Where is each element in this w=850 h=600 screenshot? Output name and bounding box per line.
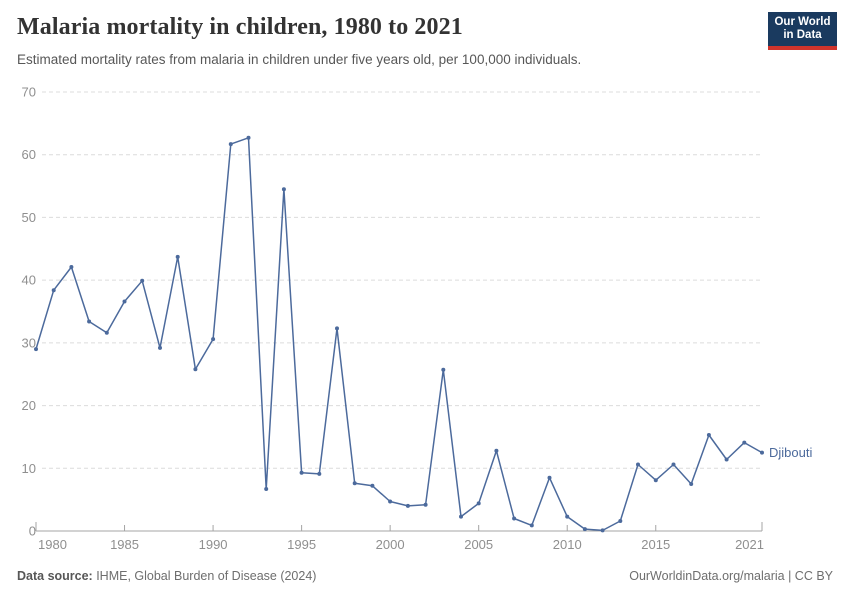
x-axis-tick-label: 2000 [376, 537, 405, 552]
data-point [388, 499, 393, 504]
data-point [476, 501, 481, 506]
data-point [211, 337, 216, 342]
data-point [618, 519, 623, 523]
data-point [34, 347, 38, 352]
y-axis-tick-label: 10 [22, 461, 36, 476]
data-point [246, 135, 251, 140]
data-point [724, 457, 729, 462]
y-axis-tick-label: 40 [22, 273, 36, 288]
series-label-djibouti: Djibouti [769, 445, 812, 460]
credit-link[interactable]: OurWorldinData.org/malaria | CC BY [629, 569, 833, 583]
data-point [87, 319, 92, 324]
data-source: Data source: IHME, Global Burden of Dise… [17, 569, 316, 583]
x-axis-tick-label: 1985 [110, 537, 139, 552]
data-point [600, 528, 605, 533]
data-point [706, 433, 711, 437]
data-point [158, 345, 162, 350]
data-point [547, 475, 552, 480]
owid-logo-line1: Our World [774, 16, 831, 28]
data-point [51, 288, 56, 293]
data-point [264, 487, 269, 491]
data-point [760, 450, 764, 455]
data-point [689, 482, 694, 486]
y-axis-tick-label: 20 [22, 398, 36, 413]
data-point [175, 254, 180, 259]
y-axis-tick-label: 30 [22, 335, 36, 350]
data-point [653, 478, 658, 483]
data-point [423, 502, 428, 507]
data-point [494, 448, 499, 453]
djibouti-line [35, 137, 763, 532]
data-point [671, 462, 676, 467]
y-axis-tick-label: 0 [29, 524, 36, 539]
data-point [69, 265, 74, 269]
x-axis-tick-label: 2021 [735, 537, 764, 552]
x-axis-tick-label: 2015 [641, 537, 670, 552]
x-axis-tick-label: 1990 [199, 537, 228, 552]
data-point [317, 471, 322, 476]
owid-logo: Our World in Data [768, 12, 837, 50]
data-point [193, 367, 198, 372]
chart-footer: Data source: IHME, Global Burden of Dise… [0, 563, 850, 600]
data-source-label: Data source: [17, 569, 93, 583]
data-point [742, 440, 747, 445]
x-axis-tick-label: 2005 [464, 537, 493, 552]
data-point [352, 481, 357, 486]
data-point [228, 142, 233, 147]
data-source-value: IHME, Global Burden of Disease (2024) [92, 569, 317, 583]
data-point [140, 278, 145, 283]
x-axis-tick-label: 1995 [287, 537, 316, 552]
data-point [299, 470, 304, 475]
data-point [122, 299, 127, 304]
data-point [459, 514, 463, 519]
owid-logo-line2: in Data [783, 29, 822, 41]
x-axis-tick-label: 1980 [38, 537, 67, 552]
page-title: Malaria mortality in children, 1980 to 2… [17, 14, 463, 40]
data-point [441, 367, 446, 372]
data-point [636, 462, 640, 467]
y-axis-tick-label: 70 [22, 85, 36, 100]
data-point [335, 326, 339, 331]
data-point [104, 330, 109, 335]
data-point [370, 483, 375, 488]
data-point [512, 516, 517, 521]
y-axis-tick-label: 60 [22, 147, 36, 162]
data-point [582, 527, 587, 532]
data-point [529, 523, 534, 528]
data-point [565, 514, 570, 519]
y-axis-tick-label: 50 [22, 210, 36, 225]
data-point [405, 503, 410, 508]
chart-subtitle: Estimated mortality rates from malaria i… [17, 52, 582, 67]
x-axis-tick-label: 2010 [553, 537, 582, 552]
data-point [281, 187, 286, 192]
